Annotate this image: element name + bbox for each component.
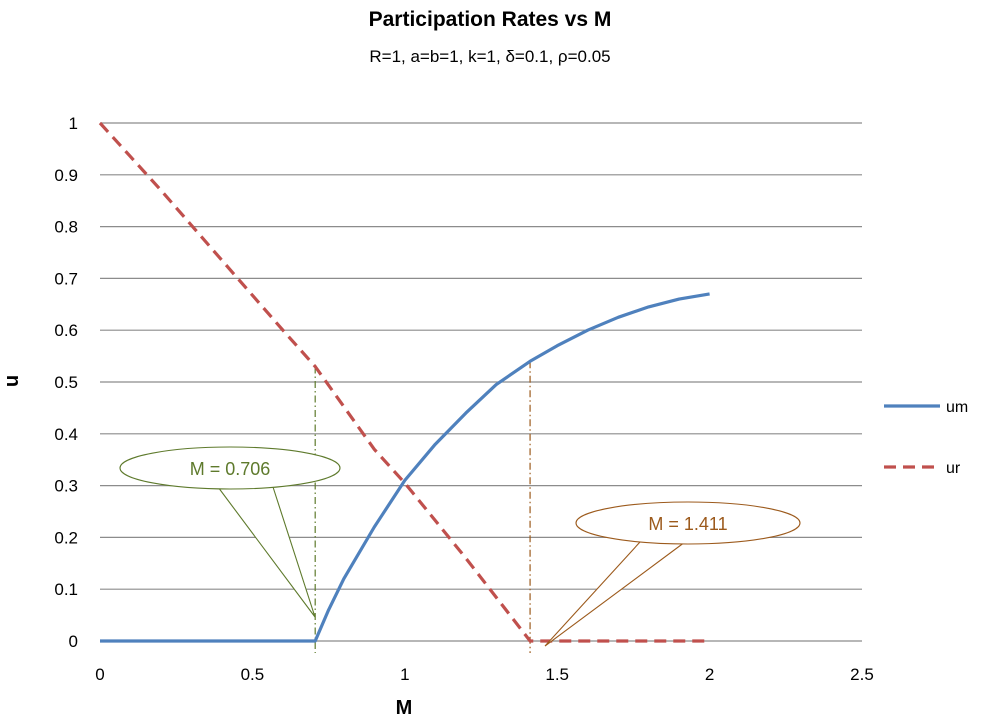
callout-label: M = 0.706 bbox=[190, 459, 271, 479]
y-tick-label: 0.7 bbox=[54, 269, 78, 288]
chart-title: Participation Rates vs M bbox=[369, 8, 612, 31]
x-tick-label: 2.5 bbox=[850, 665, 874, 684]
callout-pointer bbox=[216, 486, 316, 618]
series-line-ur bbox=[98, 121, 710, 643]
series-line-um bbox=[100, 292, 710, 643]
y-tick-label: 0.2 bbox=[54, 528, 78, 547]
x-tick-label: 1 bbox=[400, 665, 409, 684]
x-tick-label: 0.5 bbox=[241, 665, 265, 684]
y-tick-label: 0.6 bbox=[54, 321, 78, 340]
callout-pointer bbox=[544, 541, 687, 647]
gridlines bbox=[100, 122, 862, 642]
legend-label-um: um bbox=[946, 399, 968, 416]
guide-lines bbox=[314, 361, 531, 653]
y-tick-label: 0.3 bbox=[54, 477, 78, 496]
y-axis-title: u bbox=[1, 375, 23, 387]
x-tick-label: 1.5 bbox=[545, 665, 569, 684]
y-tick-label: 0.5 bbox=[54, 373, 78, 392]
y-tick-label: 0 bbox=[69, 632, 78, 651]
chart-subtitle: R=1, a=b=1, k=1, δ=0.1, ρ=0.05 bbox=[369, 47, 610, 66]
x-axis-title: M bbox=[396, 697, 413, 719]
callout-bubble bbox=[575, 501, 801, 545]
series-lines bbox=[98, 121, 710, 643]
callout-bubble bbox=[119, 446, 341, 490]
legend: um ur bbox=[884, 399, 968, 477]
y-tick-label: 0.1 bbox=[54, 580, 78, 599]
y-tick-label: 0.4 bbox=[54, 425, 78, 444]
x-tick-label: 2 bbox=[705, 665, 714, 684]
callouts: M = 0.706 M = 1.411 bbox=[119, 446, 801, 647]
tick-labels: 0 0.1 0.2 0.3 0.4 0.5 0.6 0.7 0.8 0.9 1 0 0.5 1 1.5 2 2.… bbox=[54, 114, 873, 684]
y-tick-label: 0.8 bbox=[54, 218, 78, 237]
legend-label-ur: ur bbox=[946, 460, 961, 477]
x-tick-label: 0 bbox=[95, 665, 104, 684]
y-tick-label: 0.9 bbox=[54, 166, 78, 185]
callout-label: M = 1.411 bbox=[648, 514, 727, 534]
y-tick-label: 1 bbox=[69, 114, 78, 133]
